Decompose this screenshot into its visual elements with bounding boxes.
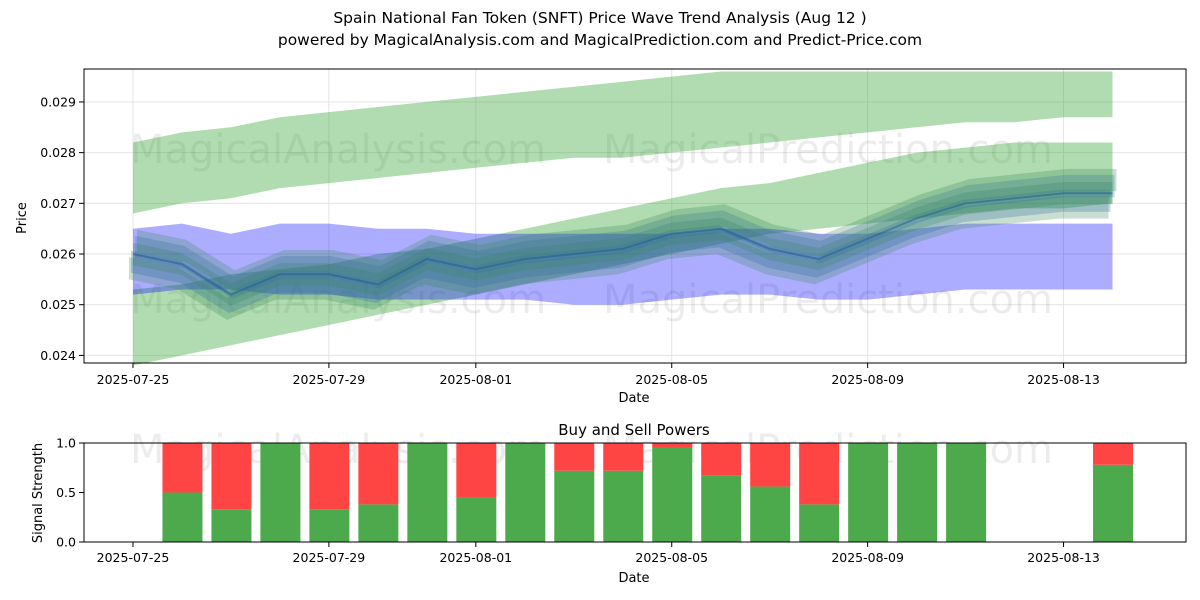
wave-ribbon	[129, 196, 1109, 320]
signal-ticks: 2025-07-25 2025-07-29 2025-08-01 2025-08-05…	[56, 436, 1100, 566]
price-xtick-label: 2025-08-13	[1027, 372, 1100, 387]
buy-bar	[848, 443, 889, 542]
signal-ylabel: Signal Strength	[31, 443, 46, 543]
signal-bars	[162, 443, 1134, 542]
price-grid	[84, 69, 1186, 363]
wave-trend-line	[132, 192, 1113, 296]
price-xtick-label: 2025-07-25	[97, 372, 170, 387]
signal-xtick-label: 2025-08-01	[439, 550, 512, 565]
sell-bar	[701, 443, 742, 476]
watermark-top-left: MagicalAnalysis.com	[130, 127, 546, 173]
buy-bar	[358, 504, 399, 542]
buy-bar	[260, 443, 301, 542]
sell-bar	[554, 443, 595, 471]
signal-xtick-label: 2025-08-05	[635, 550, 708, 565]
buy-bar	[211, 509, 252, 542]
chart-subtitle: powered by MagicalAnalysis.com and Magic…	[277, 31, 923, 49]
sell-bar	[309, 443, 350, 510]
buy-bar	[456, 497, 497, 542]
price-ytick-label: 0.028	[40, 145, 76, 160]
buy-bar	[407, 443, 448, 542]
price-plot-area	[84, 69, 1186, 363]
price-plot-frame	[83, 68, 1187, 364]
wave-ribbon	[137, 168, 1117, 293]
upper-green-band	[133, 71, 1113, 214]
wave-lines	[129, 168, 1117, 320]
sell-bar	[603, 443, 644, 471]
sell-bar	[456, 443, 497, 498]
buy-bar	[309, 509, 350, 542]
buy-bar	[701, 475, 742, 542]
signal-xtick-label: 2025-08-09	[831, 550, 904, 565]
sell-bar	[799, 443, 840, 505]
wave-ribbon	[133, 182, 1113, 306]
signal-xtick-label: 2025-08-13	[1027, 550, 1100, 565]
price-ytick-label: 0.025	[40, 297, 76, 312]
sell-bar	[750, 443, 791, 487]
signal-xtick-label: 2025-07-29	[293, 550, 366, 565]
price-ylabel: Price	[15, 202, 30, 234]
sell-bar	[1093, 443, 1134, 465]
sell-bar	[652, 443, 693, 448]
chart-title: Spain National Fan Token (SNFT) Price Wa…	[333, 9, 867, 27]
sell-bar	[358, 443, 399, 505]
buy-bar	[505, 443, 546, 542]
signal-ytick-label: 1.0	[56, 436, 76, 451]
signal-xlabel: Date	[618, 571, 649, 586]
buy-bar	[897, 443, 938, 542]
watermark-mid-right: MagicalPrediction.com	[603, 277, 1053, 323]
watermark-mid-left: MagicalAnalysis.com	[130, 277, 546, 323]
buy-bar	[603, 470, 644, 542]
price-ytick-label: 0.026	[40, 247, 76, 262]
sell-bar	[211, 443, 252, 510]
watermark-top-right: MagicalPrediction.com	[603, 127, 1053, 173]
signal-ytick-label: 0.0	[56, 535, 76, 550]
price-ytick-label: 0.024	[40, 348, 76, 363]
buy-bar	[652, 447, 693, 542]
price-xlabel: Date	[618, 391, 649, 406]
lower-green-band	[133, 142, 1113, 366]
signal-xtick-label: 2025-07-25	[97, 550, 170, 565]
signal-title: Buy and Sell Powers	[558, 421, 710, 439]
sell-bar	[162, 443, 203, 493]
price-ytick-label: 0.027	[40, 196, 76, 211]
price-xtick-label: 2025-08-05	[635, 372, 708, 387]
buy-bar	[946, 443, 987, 542]
buy-bar	[1093, 464, 1134, 542]
price-xtick-label: 2025-07-29	[293, 372, 366, 387]
price-xtick-label: 2025-08-01	[439, 372, 512, 387]
signal-ytick-label: 0.5	[56, 485, 76, 500]
buy-bar	[799, 504, 840, 542]
buy-bar	[162, 492, 203, 542]
price-ticks: 2025-07-25 2025-07-29 2025-08-01 2025-08-05…	[40, 94, 1100, 387]
price-ytick-label: 0.029	[40, 94, 76, 109]
price-xtick-label: 2025-08-09	[831, 372, 904, 387]
wave-ribbon	[131, 189, 1111, 314]
buy-bar	[750, 486, 791, 542]
buy-bar	[554, 470, 595, 542]
wave-ribbon	[135, 174, 1115, 299]
